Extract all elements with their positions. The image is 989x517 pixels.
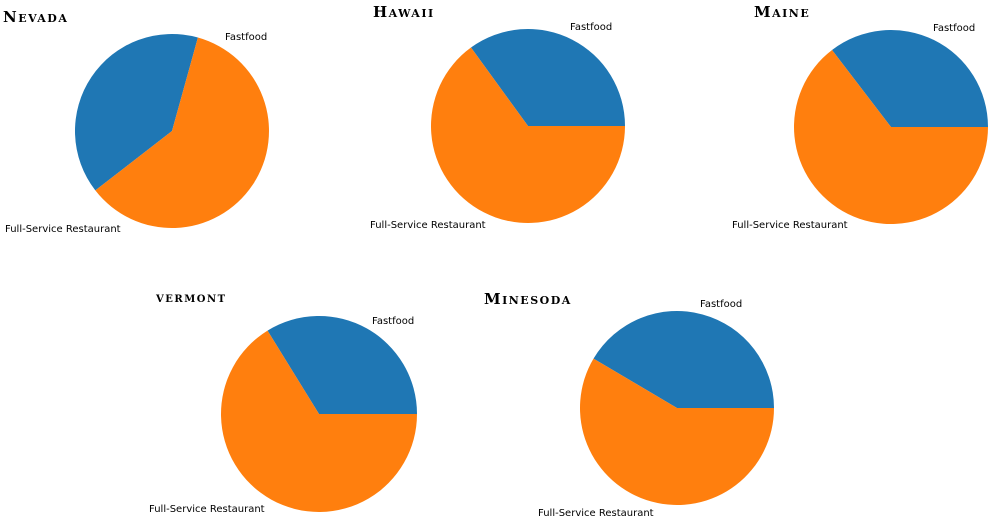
chart-title: Maine (754, 3, 810, 21)
chart-title: Hawaii (373, 3, 435, 21)
slice-label-full-service-restaurant: Full-Service Restaurant (732, 220, 848, 231)
pie-slice-fastfood (832, 29, 988, 128)
pie-slice-full-service-restaurant (793, 49, 988, 224)
pie-chart-maine: Maine Fastfood Full-Service Restaurant (732, 3, 988, 231)
slice-label-full-service-restaurant: Full-Service Restaurant (5, 224, 121, 235)
pie-slice-full-service-restaurant (95, 37, 269, 229)
pie-chart-minesoda: Minesoda Fastfood Full-Service Restaurant (484, 290, 774, 517)
slice-label-full-service-restaurant: Full-Service Restaurant (149, 504, 265, 515)
chart-title: Minesoda (484, 290, 572, 308)
slice-label-fastfood: Fastfood (570, 22, 612, 33)
chart-title: vermont (155, 290, 227, 306)
pie-slice-full-service-restaurant (431, 47, 625, 224)
pie-slice-full-service-restaurant (580, 358, 774, 506)
pie-slice-fastfood (470, 29, 625, 126)
slice-label-fastfood: Fastfood (372, 316, 414, 327)
slice-label-full-service-restaurant: Full-Service Restaurant (538, 508, 654, 517)
slice-label-fastfood: Fastfood (700, 299, 742, 310)
pie-chart-hawaii: Hawaii Fastfood Full-Service Restaurant (370, 3, 625, 231)
pie-chart-nevada: Nevada Fastfood Full-Service Restaurant (3, 8, 269, 235)
pie-slice-fastfood (267, 315, 417, 414)
pie-slice-fastfood (74, 34, 198, 191)
slice-label-fastfood: Fastfood (933, 23, 975, 34)
slice-label-full-service-restaurant: Full-Service Restaurant (370, 220, 486, 231)
pie-slice-fastfood (593, 311, 774, 408)
pie-slice-full-service-restaurant (221, 330, 417, 512)
pie-chart-vermont: vermont Fastfood Full-Service Restaurant (149, 290, 417, 515)
chart-title: Nevada (3, 8, 68, 26)
slice-label-fastfood: Fastfood (225, 32, 267, 43)
